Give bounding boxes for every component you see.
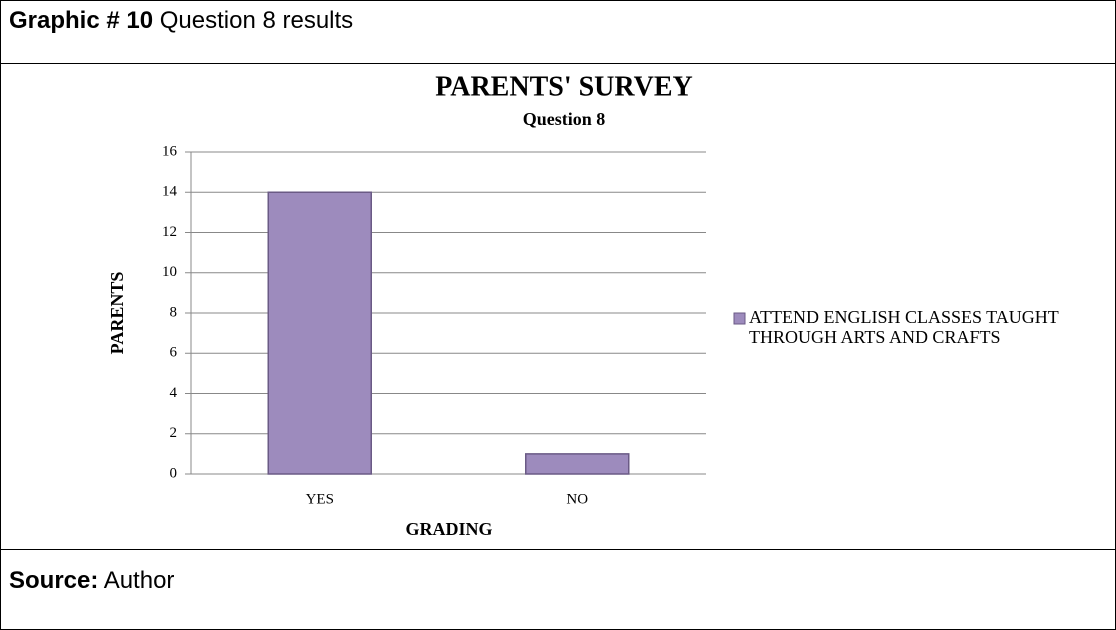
legend-label: ATTEND ENGLISH CLASSES TAUGHT THROUGH AR…	[749, 307, 1059, 347]
y-tick-label: 14	[162, 184, 178, 200]
caption-label: Graphic # 10	[9, 7, 154, 34]
y-tick-label: 0	[170, 465, 178, 481]
y-tick-label: 12	[162, 224, 177, 240]
y-tick-label: 8	[170, 304, 178, 320]
source-label: Source:	[9, 567, 99, 594]
y-tick-label: 10	[162, 264, 177, 280]
y-axis-label: PARENTS	[107, 272, 127, 355]
caption-text: Question 8 results	[159, 7, 354, 34]
divider	[1, 549, 1115, 550]
caption: Graphic # 10 Question 8 results	[9, 7, 353, 35]
bar	[525, 453, 630, 475]
x-tick-label: NO	[566, 491, 588, 507]
source-text: Author	[103, 567, 175, 594]
legend-swatch	[733, 312, 746, 325]
bar	[267, 191, 372, 475]
x-axis-label: GRADING	[405, 519, 492, 539]
legend-entry: ATTEND ENGLISH CLASSES TAUGHT THROUGH AR…	[749, 307, 1059, 347]
y-tick-label: 16	[162, 143, 178, 159]
y-tick-label: 6	[170, 345, 178, 361]
x-tick-label: YES	[306, 491, 334, 507]
chart-subtitle: Question 8	[523, 109, 606, 129]
chart-title: PARENTS' SURVEY	[435, 71, 693, 102]
y-tick-label: 2	[170, 425, 178, 441]
source: Source: Author	[9, 567, 174, 595]
divider	[1, 63, 1115, 64]
y-tick-label: 4	[170, 385, 178, 401]
